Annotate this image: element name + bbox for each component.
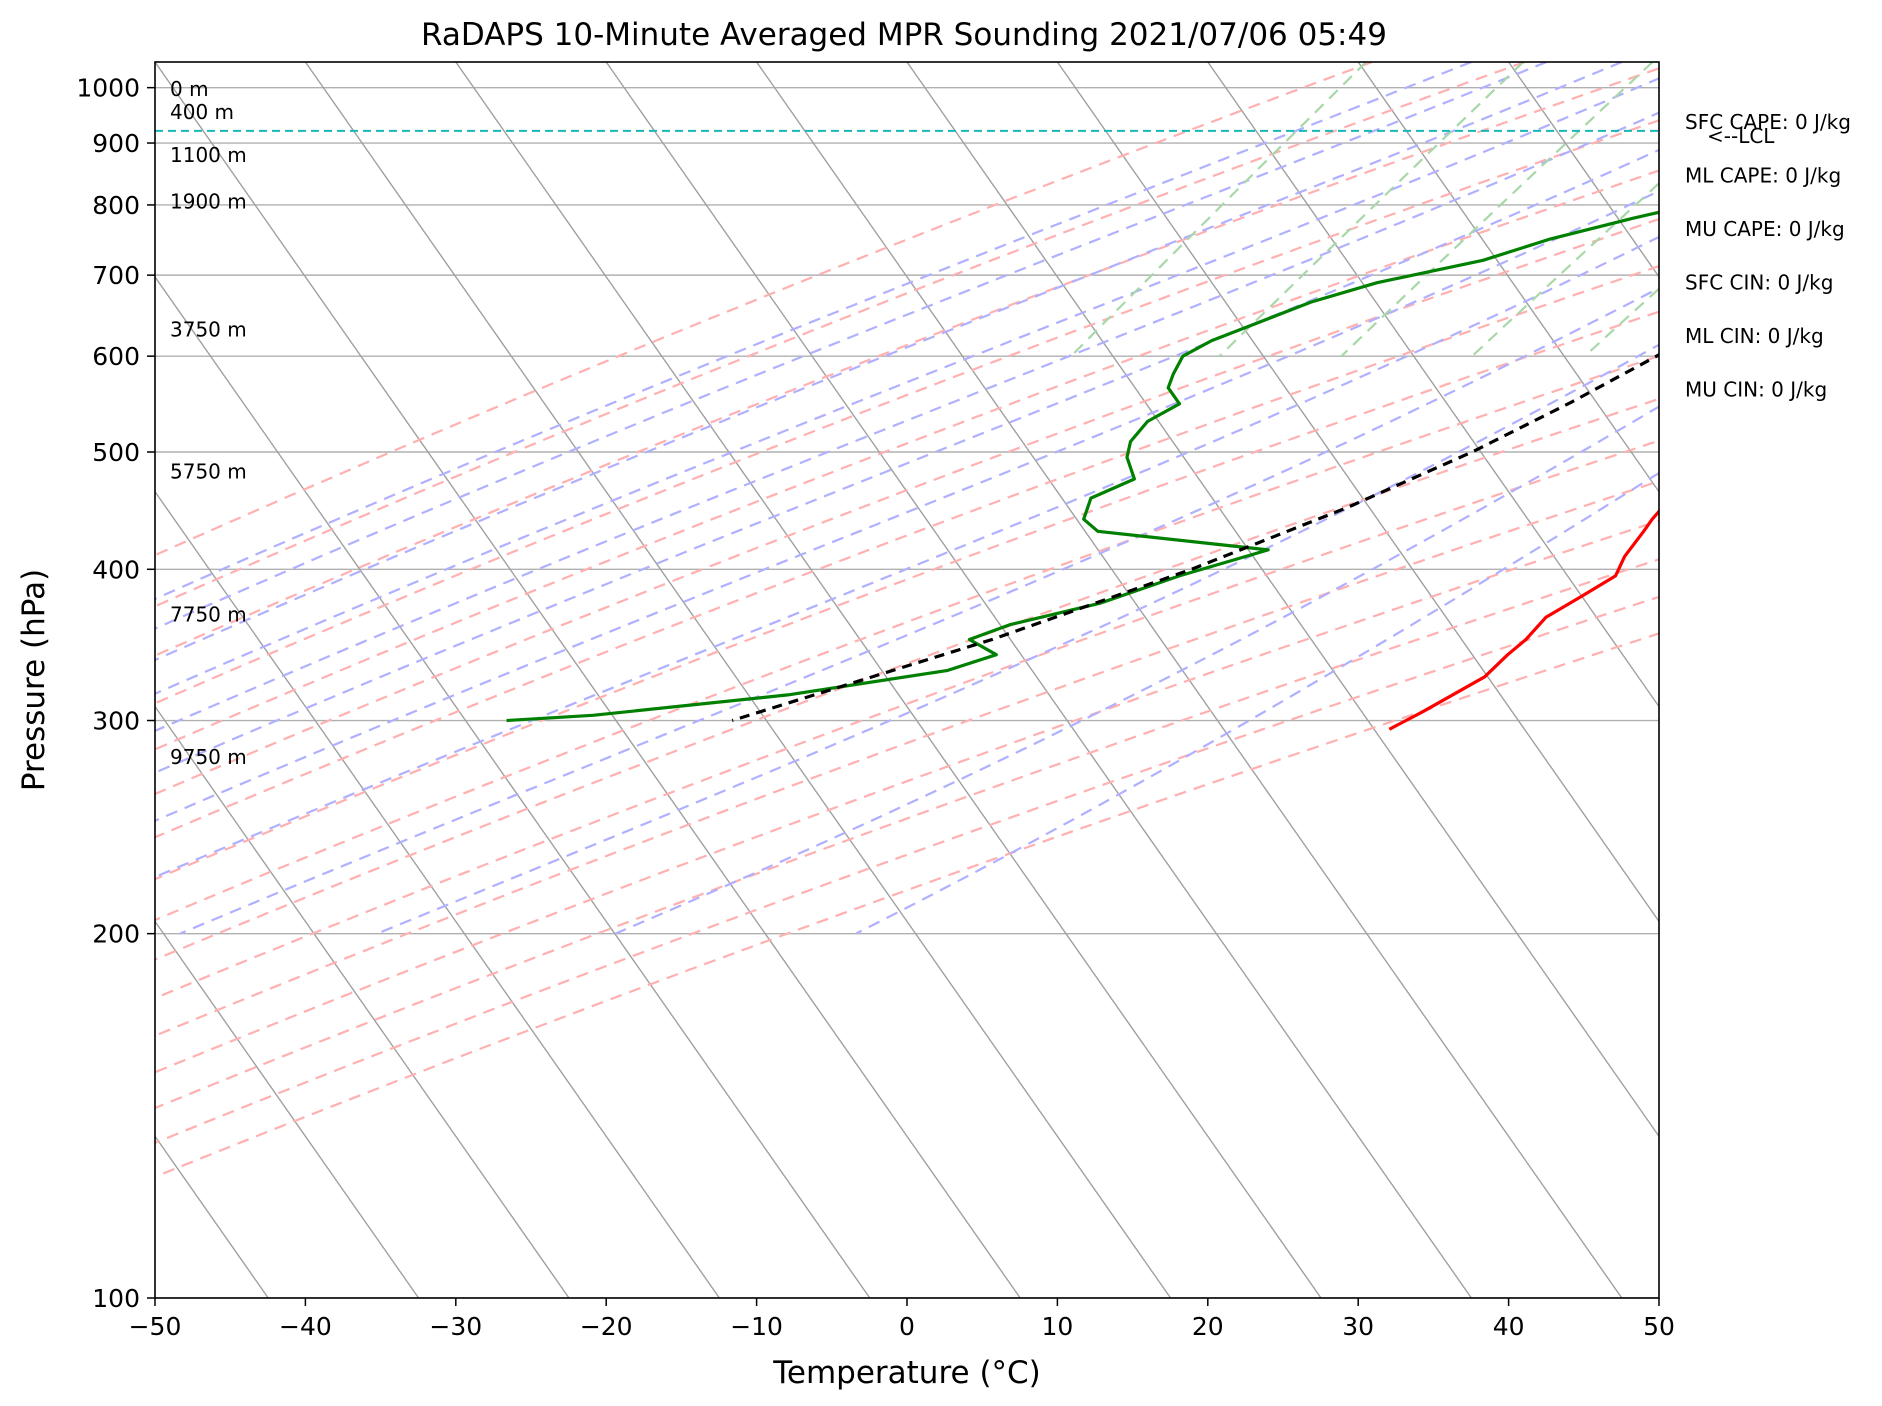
parcel-profile-line	[731, 352, 1659, 723]
isotherm-line	[1658, 62, 1659, 64]
moist-adiabat-line	[155, 62, 1472, 601]
stability-index-text: SFC CIN: 0 J/kg	[1685, 271, 1833, 295]
y-tick-label: 400	[92, 555, 140, 584]
y-tick-label: 200	[92, 920, 140, 949]
x-tick-label: −20	[580, 1312, 633, 1341]
mixing-ratio-line	[1340, 62, 1654, 357]
stability-index-text: ML CAPE: 0 J/kg	[1685, 164, 1841, 188]
moist-adiabat-line	[376, 343, 1659, 935]
lcl-label: <--LCL	[1707, 124, 1775, 148]
x-tick-label: −40	[279, 1312, 332, 1341]
isotherm-line	[1207, 62, 1659, 708]
plot-frame	[154, 61, 1660, 1299]
height-label: 9750 m	[170, 745, 247, 769]
dry-adiabat-line	[155, 397, 1659, 961]
isotherm-line	[1357, 62, 1659, 493]
mixing-ratio-line	[1583, 287, 1659, 358]
moist-adiabat-line	[155, 148, 1659, 774]
y-tick-label: 600	[92, 342, 140, 371]
moist-adiabat-line	[155, 189, 1659, 822]
height-label: 400 m	[170, 100, 234, 124]
height-label: 0 m	[170, 77, 209, 101]
dry-adiabat-line	[155, 519, 1659, 1074]
dry-adiabat-line	[155, 595, 1659, 1145]
stability-index-text: SFC CAPE: 0 J/kg	[1685, 110, 1851, 134]
mixing-ratio-line	[1070, 62, 1367, 357]
moist-adiabat-line	[614, 405, 1659, 935]
isotherm-line	[1056, 62, 1659, 923]
x-tick-label: −50	[129, 1312, 182, 1341]
dry-adiabat-line	[155, 264, 1659, 839]
y-tick-label: 100	[92, 1284, 140, 1313]
moist-adiabat-line	[155, 62, 1548, 630]
dry-adiabat-line	[155, 632, 1659, 1178]
x-tick-label: −30	[429, 1312, 482, 1341]
y-tick-label: 500	[92, 438, 140, 467]
moist-adiabat-line	[155, 77, 1659, 695]
dry-adiabat-line	[155, 480, 1659, 1037]
height-label: 1100 m	[170, 143, 247, 167]
temperature-profile-line	[1388, 508, 1659, 731]
mixing-ratio-line	[1471, 181, 1659, 358]
height-label: 1900 m	[170, 190, 247, 214]
isotherm-line	[906, 62, 1659, 1138]
dry-adiabat-line	[155, 67, 1659, 657]
y-tick-label: 800	[92, 191, 140, 220]
x-tick-label: 0	[899, 1312, 915, 1341]
dry-adiabat-line	[155, 62, 1373, 557]
moist-adiabat-line	[155, 62, 1623, 662]
y-axis-title: Pressure (hPa)	[16, 569, 52, 791]
axis-layer: −50 −40 −30 −20 −10 0 10 20 30 40 50 100 200 300 400 50…	[76, 74, 1675, 1341]
moist-adiabat-line	[179, 286, 1659, 935]
dry-adiabat-line	[155, 62, 1526, 608]
dry-adiabat-line	[155, 354, 1659, 922]
isotherm-line	[155, 490, 720, 1298]
mixing-ratio-line	[1218, 62, 1525, 357]
isotherm-line	[155, 275, 871, 1298]
isotherm-line	[155, 705, 570, 1298]
chart-title: RaDAPS 10-Minute Averaged MPR Sounding 2…	[421, 17, 1387, 53]
dry-adiabat-line	[155, 217, 1659, 796]
x-tick-label: 20	[1192, 1312, 1224, 1341]
isotherm-line	[1809, 62, 1882, 1298]
x-tick-label: 40	[1493, 1312, 1525, 1341]
moist-adiabat-line	[155, 235, 1659, 879]
y-tick-label: 900	[92, 129, 140, 158]
y-tick-label: 700	[92, 261, 140, 290]
isotherm-line	[155, 62, 1021, 1298]
mixing-ratio-line	[1856, 62, 1882, 356]
isotherm-line	[1508, 62, 1659, 279]
moist-adiabat-line	[855, 471, 1659, 935]
stability-index-text: MU CAPE: 0 J/kg	[1685, 217, 1845, 241]
mixing-ratio-line	[1763, 62, 1882, 356]
stability-index-text: MU CIN: 0 J/kg	[1685, 378, 1827, 402]
dry-adiabat-line	[155, 169, 1659, 751]
dry-adiabat-line	[155, 558, 1659, 1110]
isotherm-line	[155, 920, 420, 1298]
stability-index-text: ML CIN: 0 J/kg	[1685, 324, 1824, 348]
data-layer	[155, 129, 1659, 731]
height-label: 3750 m	[170, 318, 247, 342]
x-tick-label: 50	[1643, 1312, 1675, 1341]
x-tick-label: −10	[730, 1312, 783, 1341]
dewpoint-profile-line	[506, 210, 1659, 723]
isotherm-line	[605, 62, 1472, 1298]
grid-layer	[155, 62, 1882, 1298]
y-tick-label: 300	[92, 707, 140, 736]
dry-adiabat-line	[155, 310, 1659, 881]
isotherm-line	[304, 62, 1172, 1298]
mixing-ratio-line	[1660, 62, 1882, 356]
dry-adiabat-line	[155, 439, 1659, 1000]
x-axis-title: Temperature (°C)	[772, 1355, 1041, 1391]
height-label: 7750 m	[170, 603, 247, 627]
y-tick-label: 1000	[76, 74, 140, 103]
x-tick-label: 10	[1041, 1312, 1073, 1341]
x-tick-label: 30	[1342, 1312, 1374, 1341]
moist-adiabat-line	[155, 111, 1659, 733]
height-label: 5750 m	[170, 459, 247, 483]
